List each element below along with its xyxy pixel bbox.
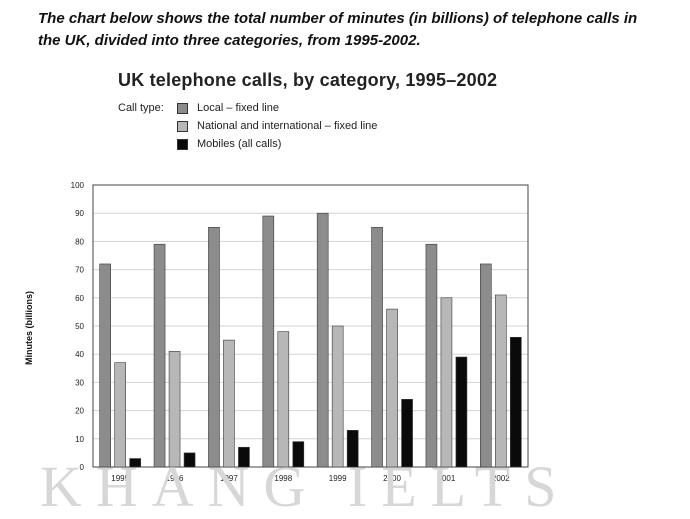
bar-local — [99, 263, 111, 468]
bar-national — [277, 331, 290, 468]
y-tick-label: 70 — [75, 266, 84, 275]
legend-swatch-national — [177, 121, 188, 132]
x-tick-label: 1995 — [111, 474, 129, 483]
bar-national — [495, 294, 507, 468]
x-tick-label: 1998 — [274, 474, 292, 483]
bar-mobiles — [183, 452, 196, 468]
bar-mobiles — [455, 356, 468, 468]
x-tick-label: 1996 — [166, 474, 184, 483]
legend-label-national: National and international – fixed line — [197, 120, 378, 132]
bar-mobiles — [510, 336, 522, 468]
y-tick-label: 100 — [71, 181, 85, 190]
bar-local — [153, 243, 166, 468]
bar-national — [440, 297, 453, 468]
bar-mobiles — [401, 399, 413, 468]
y-tick-label: 50 — [75, 322, 84, 331]
y-tick-label: 80 — [75, 237, 84, 246]
bar-national — [386, 308, 398, 468]
x-tick-label: 1997 — [220, 474, 238, 483]
bar-local — [316, 212, 329, 468]
bar-local — [208, 227, 220, 468]
y-tick-label: 90 — [75, 209, 84, 218]
y-tick-label: 40 — [75, 350, 84, 359]
bar-national — [168, 351, 181, 468]
bar-national — [331, 325, 344, 468]
bar-mobiles — [238, 446, 250, 468]
bar-chart: 0 10 20 30 40 50 60 70 80 90 100 1995 1996 1997 1998 19… — [71, 181, 529, 483]
chart-description: The chart below shows the total number o… — [38, 10, 638, 49]
x-tick-label: 2001 — [438, 474, 456, 483]
legend-label-mobiles: Mobiles (all calls) — [197, 138, 282, 150]
bar-mobiles — [292, 441, 305, 468]
legend-swatch-local — [177, 103, 188, 114]
legend-swatch-mobiles — [177, 139, 188, 150]
legend-label-local: Local – fixed line — [197, 102, 279, 114]
watermark: KHANG IELTS — [40, 454, 571, 519]
legend-title: Call type: — [118, 102, 164, 114]
bar-local — [262, 215, 275, 468]
y-tick-label: 20 — [75, 407, 84, 416]
bar-national — [114, 362, 126, 468]
y-tick-label: 0 — [80, 463, 85, 472]
plot-frame — [92, 184, 529, 468]
x-tick-label: 2002 — [492, 474, 510, 483]
y-tick-label: 10 — [75, 435, 84, 444]
y-tick-label: 60 — [75, 294, 84, 303]
chart-title: UK telephone calls, by category, 1995–20… — [118, 70, 498, 90]
bar-mobiles — [129, 458, 141, 468]
x-tick-label: 2000 — [383, 474, 401, 483]
bar-local — [371, 227, 383, 468]
y-tick-label: 30 — [75, 378, 84, 387]
bar-local — [480, 263, 492, 468]
bar-national — [223, 339, 235, 468]
x-tick-label: 1999 — [329, 474, 347, 483]
bar-mobiles — [346, 430, 359, 468]
bar-local — [425, 243, 438, 468]
